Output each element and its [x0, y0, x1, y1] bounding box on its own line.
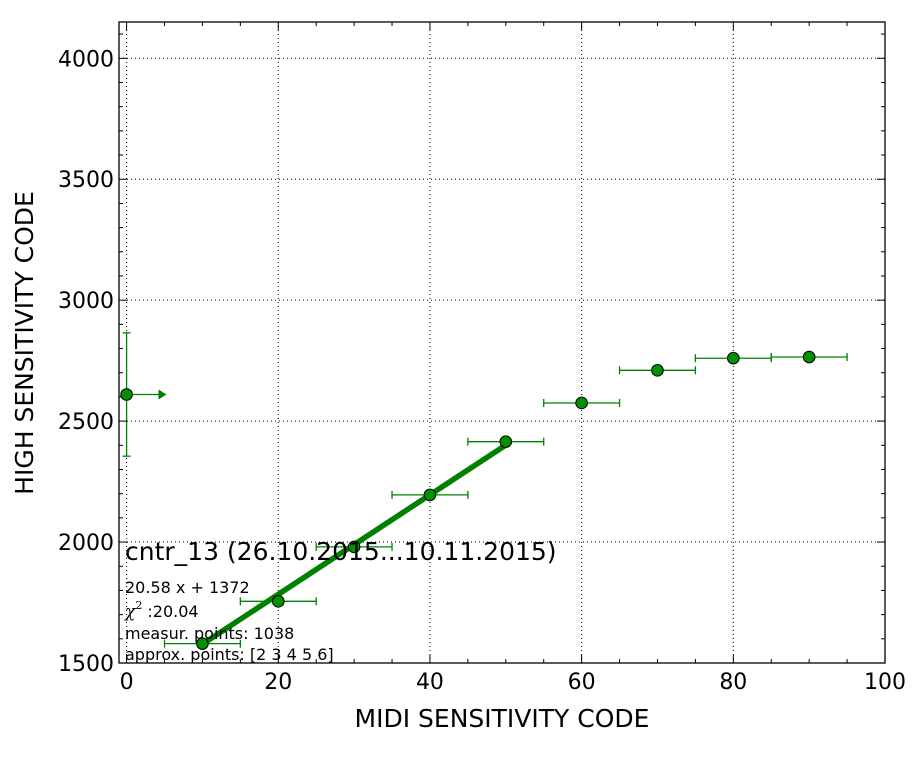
data-point — [802, 350, 816, 364]
y-tick-label: 2500 — [58, 410, 114, 435]
y-tick-label: 2000 — [58, 531, 114, 556]
data-point — [727, 351, 740, 365]
y-tick-label: 3500 — [58, 168, 114, 193]
y-tick-label: 4000 — [58, 47, 114, 72]
fit-equation: 20.58 x + 1372 — [125, 578, 250, 597]
data-point — [499, 435, 513, 448]
minor-ticks — [119, 22, 885, 663]
chi-symbol: χ — [124, 602, 137, 622]
data-point — [575, 396, 588, 410]
data-point — [196, 637, 209, 650]
data-points — [120, 350, 816, 650]
measur-points-text: measur. points: 1038 — [125, 624, 294, 643]
y-axis-label: HIGH SENSITIVITY CODE — [10, 191, 39, 495]
chi-superscript: 2 — [135, 599, 142, 612]
y-axis-ticks: 1500 2000 2500 3000 3500 4000 — [58, 47, 885, 677]
x-tick-label: 60 — [568, 670, 596, 695]
x-tick-label: 0 — [120, 670, 134, 695]
data-point — [423, 488, 437, 502]
x-axis-ticks: 0 20 40 60 80 100 — [120, 22, 906, 695]
plot-frame — [118, 21, 886, 664]
x-tick-label: 40 — [416, 670, 444, 695]
x-tick-label: 100 — [864, 670, 906, 695]
data-point — [271, 595, 285, 608]
chart-title-annotation: cntr_13 (26.10.2015...10.11.2015) — [125, 537, 557, 566]
data-point — [347, 540, 361, 554]
plot-background — [119, 22, 885, 663]
data-point — [120, 388, 133, 401]
chi-value: :20.04 — [142, 602, 198, 621]
x-tick-label: 80 — [719, 670, 747, 695]
y-tick-label: 1500 — [58, 652, 114, 677]
x-tick-label: 20 — [264, 670, 292, 695]
x-axis-label: MIDI SENSITIVITY CODE — [355, 704, 650, 733]
x-error-arrow — [158, 389, 167, 400]
chi-square-text: χ2 :20.04 — [124, 599, 199, 622]
data-point — [651, 364, 664, 377]
approx-points-text: approx. points: [2 3 4 5 6] — [125, 645, 334, 664]
y-tick-label: 3000 — [58, 289, 114, 314]
